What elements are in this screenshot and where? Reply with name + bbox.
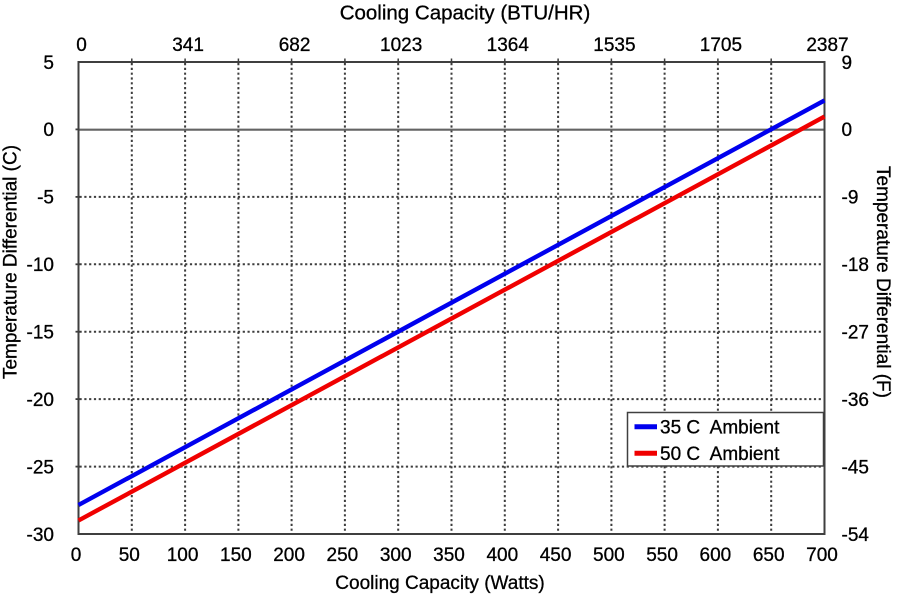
svg-text:-10: -10 — [27, 255, 54, 276]
svg-text:9: 9 — [842, 53, 853, 74]
svg-text:35 C Ambient: 35 C Ambient — [660, 418, 780, 439]
svg-text:150: 150 — [220, 545, 252, 566]
svg-text:2387: 2387 — [806, 35, 848, 56]
svg-text:100: 100 — [167, 545, 199, 566]
svg-text:200: 200 — [273, 545, 305, 566]
svg-text:650: 650 — [753, 545, 785, 566]
svg-text:-9: -9 — [842, 188, 859, 209]
svg-text:Cooling Capacity (Watts): Cooling Capacity (Watts) — [335, 573, 544, 594]
svg-text:700: 700 — [806, 545, 838, 566]
svg-text:600: 600 — [700, 545, 732, 566]
svg-text:550: 550 — [646, 545, 678, 566]
svg-text:-5: -5 — [37, 188, 54, 209]
svg-text:5: 5 — [43, 53, 54, 74]
svg-text:682: 682 — [279, 35, 311, 56]
svg-text:50: 50 — [119, 545, 140, 566]
svg-text:341: 341 — [172, 35, 204, 56]
svg-text:-27: -27 — [842, 323, 869, 344]
svg-text:350: 350 — [433, 545, 465, 566]
svg-text:0: 0 — [43, 120, 54, 141]
svg-text:250: 250 — [327, 545, 359, 566]
svg-text:Temperature Differential (F): Temperature Differential (F) — [872, 166, 893, 398]
svg-text:50 C Ambient: 50 C Ambient — [660, 444, 780, 465]
svg-text:300: 300 — [380, 545, 412, 566]
svg-text:-45: -45 — [842, 457, 869, 478]
svg-text:-36: -36 — [842, 390, 869, 411]
svg-text:-54: -54 — [842, 525, 870, 546]
svg-text:1023: 1023 — [380, 35, 422, 56]
svg-text:-18: -18 — [842, 255, 869, 276]
svg-text:Temperature Differential (C): Temperature Differential (C) — [1, 145, 22, 379]
svg-text:-20: -20 — [27, 390, 54, 411]
svg-text:0: 0 — [71, 545, 82, 566]
svg-text:1705: 1705 — [700, 35, 742, 56]
svg-text:450: 450 — [540, 545, 572, 566]
svg-text:-15: -15 — [27, 323, 54, 344]
svg-text:-30: -30 — [27, 525, 54, 546]
svg-text:Cooling Capacity (BTU/HR): Cooling Capacity (BTU/HR) — [340, 2, 591, 25]
svg-text:-25: -25 — [27, 457, 54, 478]
svg-text:500: 500 — [593, 545, 625, 566]
svg-text:0: 0 — [842, 120, 853, 141]
svg-text:1364: 1364 — [487, 35, 530, 56]
svg-text:400: 400 — [486, 545, 518, 566]
svg-text:1535: 1535 — [593, 35, 635, 56]
svg-text:0: 0 — [76, 35, 87, 56]
